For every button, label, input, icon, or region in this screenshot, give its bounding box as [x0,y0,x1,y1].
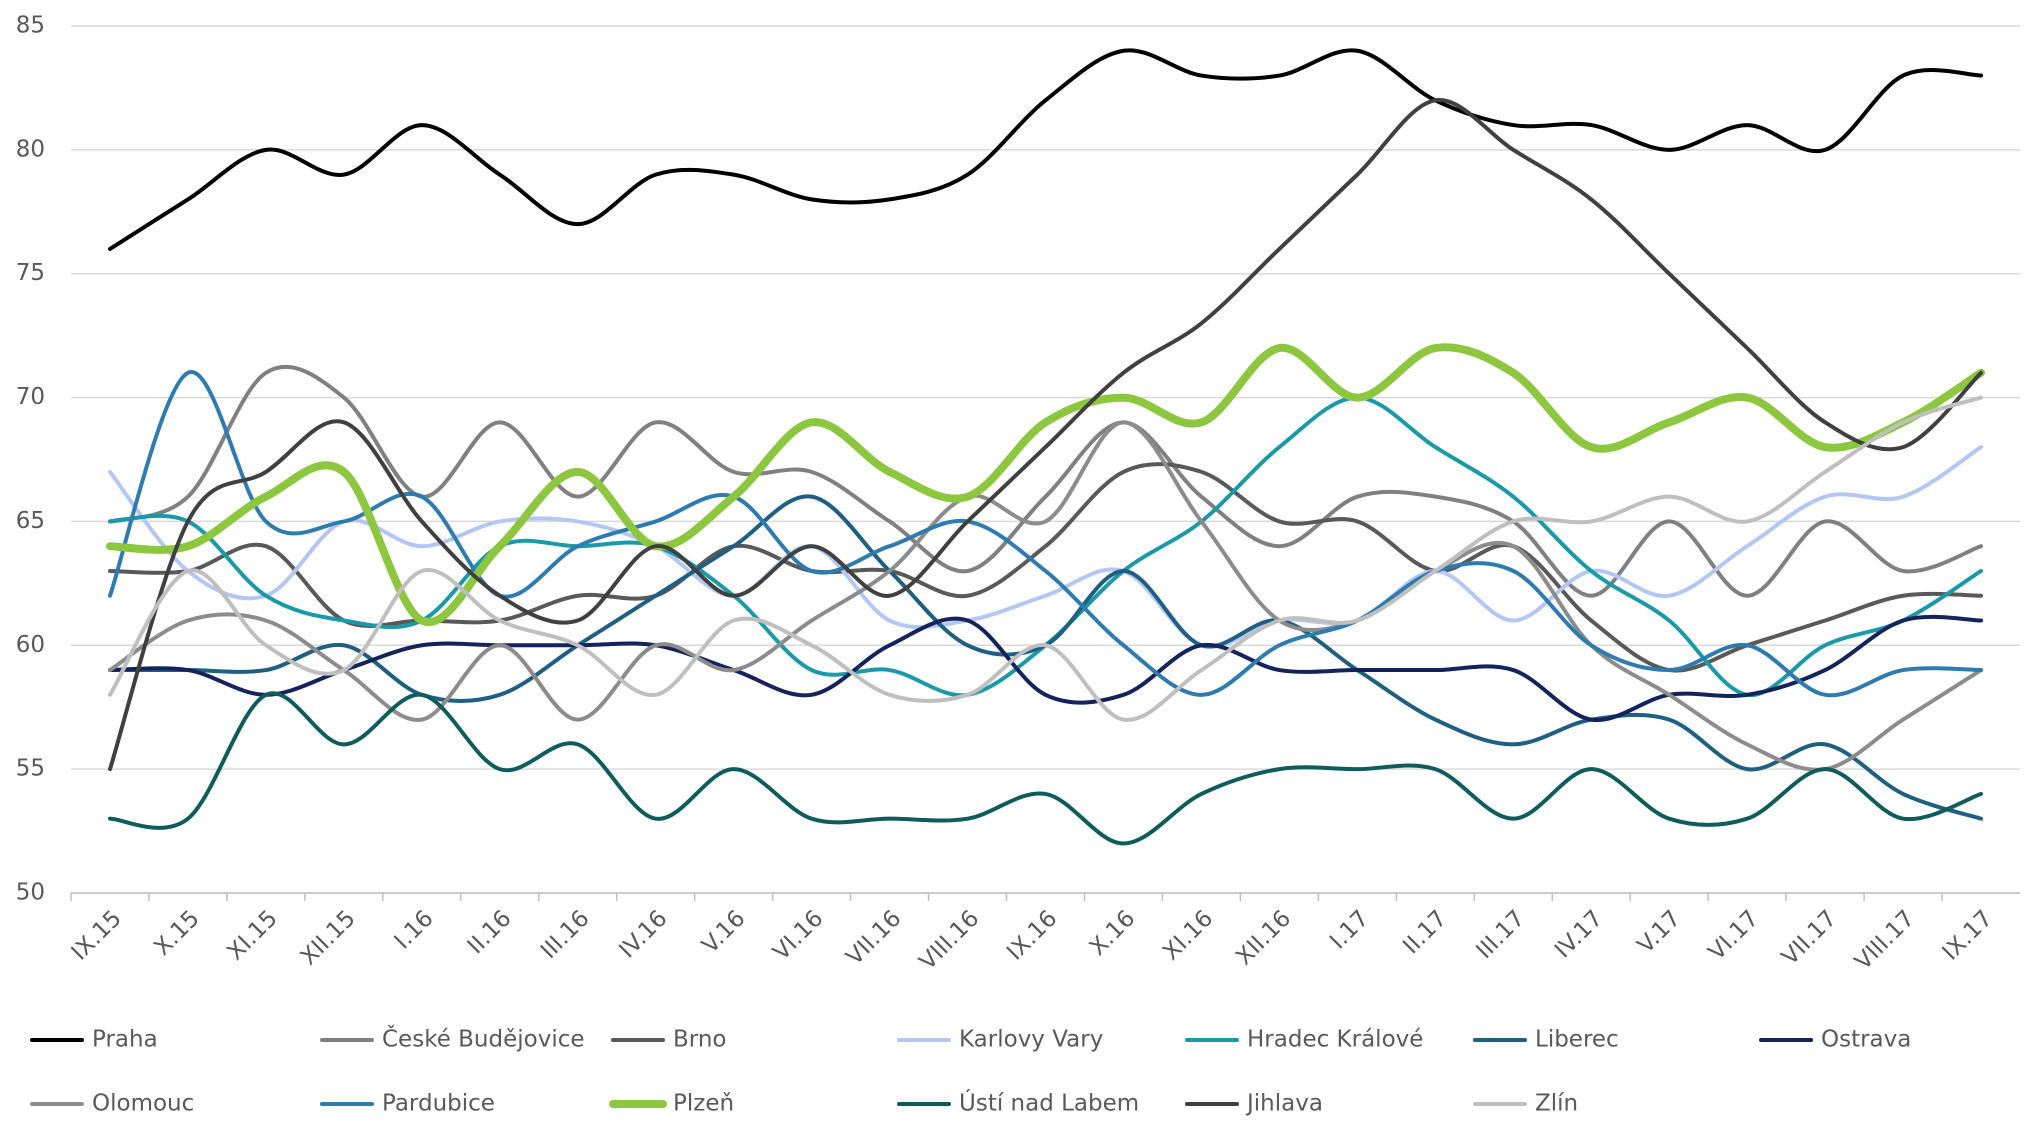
x-tick-label: VII.17 [1777,905,1842,970]
y-tick-label: 55 [16,756,45,782]
x-tick-label: VI.17 [1704,905,1764,965]
y-tick-label: 50 [16,880,45,906]
legend-label: Karlovy Vary [959,1027,1103,1053]
x-tick-label: V.16 [697,905,750,958]
x-tick-label: VII.16 [841,905,906,970]
legend-label: Liberec [1535,1027,1619,1053]
x-tick-label: IX.15 [67,905,127,965]
series-line [107,614,1984,723]
x-tick-label: X.15 [149,905,204,960]
x-tick-label: IV.16 [614,905,672,963]
legend-label: Olomouc [92,1091,194,1117]
y-tick-label: 65 [16,508,45,534]
legend-label: Zlín [1535,1091,1578,1117]
x-tick-label: VIII.17 [1850,905,1920,975]
x-tick-label: XII.15 [296,905,361,970]
x-tick-label: I.17 [1325,905,1374,954]
series-line [107,691,1984,846]
x-tick-label: XI.16 [1158,905,1218,965]
x-tick-label: III.16 [536,905,595,964]
series-line [107,420,1984,772]
x-tick-label: XII.16 [1231,905,1296,970]
legend-label: Ústí nad Labem [959,1089,1139,1117]
x-tick-label: III.17 [1471,905,1530,964]
x-tick-label: IX.16 [1002,905,1062,965]
legend-label: Plzeň [673,1091,734,1117]
x-tick-label: VI.16 [768,905,828,965]
legend-label: Brno [673,1027,726,1053]
legend-label: Praha [92,1027,158,1053]
y-tick-label: 75 [16,260,45,286]
x-tick-label: IX.17 [1938,905,1998,965]
y-tick-label: 60 [16,632,45,658]
x-tick-label: II.16 [463,905,517,959]
y-tick-label: 85 [16,13,45,39]
x-tick-label: IV.17 [1550,905,1608,963]
x-tick-label: X.16 [1085,905,1140,960]
legend-label: Pardubice [382,1091,495,1117]
y-tick-label: 80 [16,136,45,162]
series-line [107,494,1984,821]
series-line [107,445,1984,649]
x-tick-label: II.17 [1398,905,1452,959]
x-tick-label: XI.15 [223,905,283,965]
legend-label: Jihlava [1245,1091,1323,1117]
x-tick-label: V.17 [1633,905,1686,958]
legend-label: Hradec Králové [1247,1027,1423,1053]
series-line [105,343,1986,627]
x-tick-label: I.16 [390,905,439,954]
y-tick-label: 70 [16,384,45,410]
legend-label: České Budějovice [382,1025,585,1053]
series-line [107,395,1984,722]
series-line [107,48,1984,251]
legend-label: Ostrava [1821,1027,1911,1053]
x-tick-label: VIII.16 [915,905,985,975]
series-line [107,98,1984,772]
